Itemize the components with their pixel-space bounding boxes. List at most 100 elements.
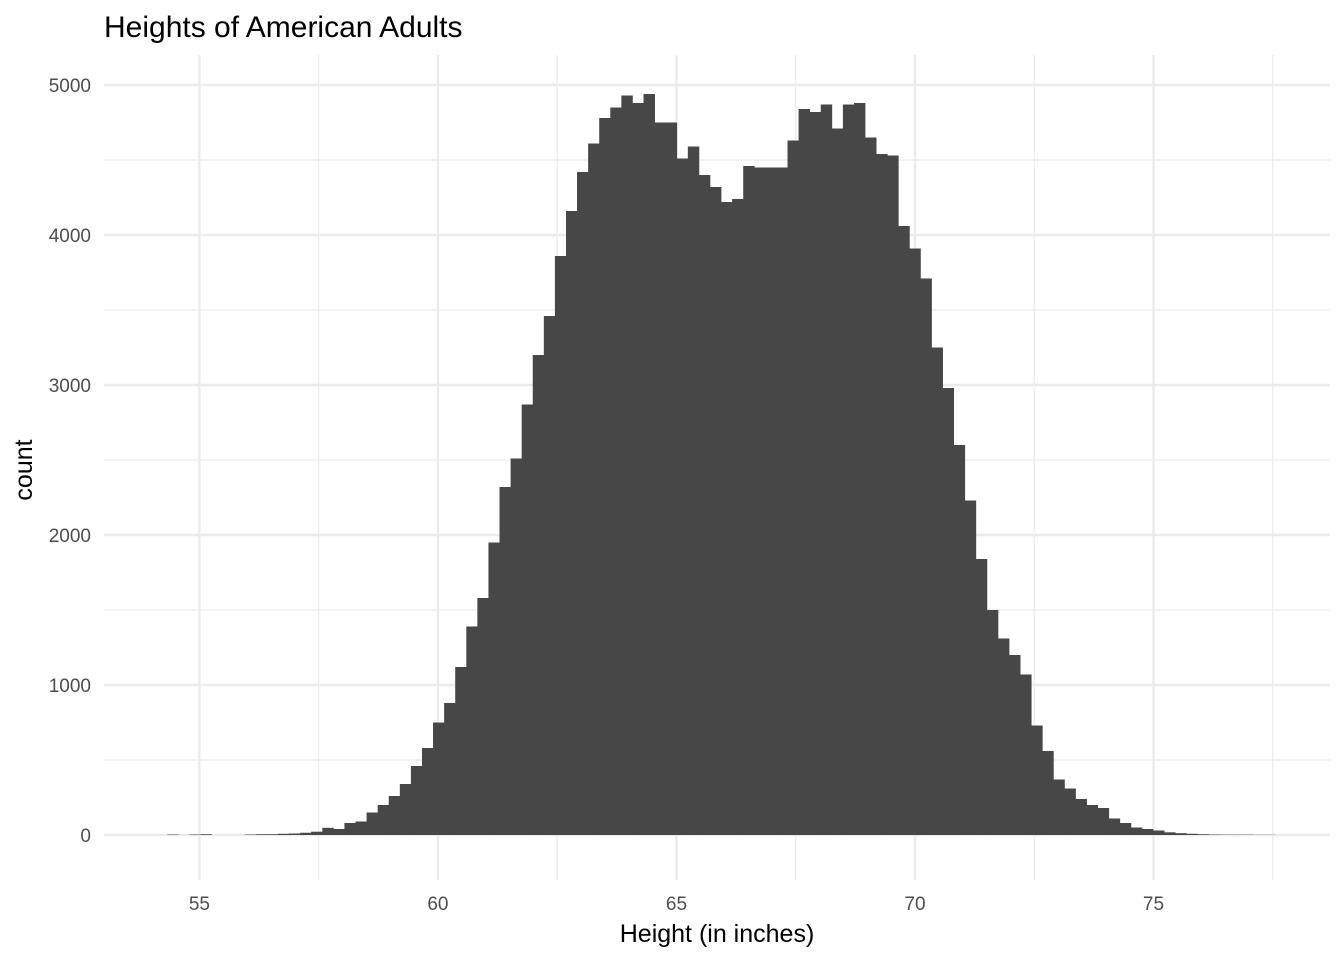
y-tick-label: 1000	[49, 676, 91, 697]
histogram-bar	[1042, 751, 1054, 835]
histogram-bar	[1053, 779, 1065, 835]
histogram-bar	[1175, 833, 1187, 835]
histogram-bar	[964, 500, 977, 835]
histogram-bar	[853, 103, 866, 835]
y-tick-label: 2000	[49, 526, 91, 547]
histogram-bar	[676, 158, 689, 835]
histogram-bar	[820, 104, 833, 835]
histogram-bar	[1009, 655, 1021, 835]
histogram-bar	[488, 542, 500, 835]
histogram-bar	[421, 748, 434, 835]
histogram-bar	[300, 832, 312, 835]
histogram-bar	[565, 211, 578, 835]
x-tick-label: 60	[427, 894, 448, 915]
histogram-bar	[200, 834, 212, 835]
histogram-bar	[266, 834, 279, 835]
histogram-bar	[721, 202, 733, 835]
histogram-bar	[1153, 830, 1165, 835]
histogram-bar	[377, 805, 390, 835]
histogram-bar	[1020, 674, 1032, 835]
histogram-bar	[887, 155, 899, 835]
histogram-bar	[665, 122, 678, 835]
histogram-bar	[388, 796, 401, 835]
histogram-bar	[975, 559, 988, 835]
histogram-bar	[898, 226, 910, 835]
histogram-bar	[355, 821, 367, 835]
histogram-bar	[621, 95, 633, 835]
y-tick-label: 0	[80, 826, 91, 847]
histogram-bar	[289, 833, 301, 835]
histogram-bar	[1075, 799, 1087, 835]
histogram-bars	[167, 94, 1276, 835]
histogram-bar	[920, 278, 932, 835]
histogram-bar	[1097, 808, 1110, 835]
histogram-bar	[543, 316, 556, 835]
histogram-bar	[809, 112, 822, 835]
y-axis-title: count	[10, 439, 38, 500]
histogram-bar	[953, 445, 966, 835]
histogram-bar	[942, 388, 955, 835]
histogram-bar	[654, 122, 667, 835]
x-tick-label: 70	[904, 894, 925, 915]
x-axis-title: Height (in inches)	[620, 920, 815, 948]
histogram-bar	[798, 109, 811, 835]
histogram-bar	[255, 834, 268, 835]
histogram-bar	[632, 103, 644, 835]
histogram-bar	[1197, 834, 1209, 835]
histogram-bar	[787, 140, 799, 835]
histogram-bar	[709, 187, 722, 835]
histogram-bar	[842, 104, 855, 835]
histogram-bar	[499, 487, 511, 835]
histogram-bar	[1186, 833, 1198, 835]
histogram-bar	[643, 94, 655, 835]
x-tick-label: 55	[189, 894, 210, 915]
histogram-bar	[599, 118, 611, 835]
histogram-bar	[444, 703, 456, 835]
histogram-bar	[466, 626, 478, 835]
histogram-bar	[366, 812, 379, 835]
y-tick-label: 5000	[49, 76, 91, 97]
histogram-bar	[776, 167, 788, 835]
histogram-bar	[344, 823, 356, 835]
histogram-bar	[931, 347, 943, 835]
histogram-bar	[1108, 818, 1121, 835]
histogram-bar	[986, 610, 999, 835]
histogram-bar	[743, 166, 755, 835]
y-tick-label: 3000	[49, 376, 91, 397]
histogram-bar	[1164, 832, 1176, 835]
histogram-bar	[997, 638, 1010, 835]
histogram-bar	[577, 172, 589, 835]
x-tick-label: 75	[1143, 894, 1164, 915]
x-tick-label: 65	[666, 894, 687, 915]
histogram-bar	[455, 667, 467, 835]
y-tick-label: 4000	[49, 226, 91, 247]
histogram-bar	[322, 827, 334, 835]
histogram-bar	[311, 831, 323, 835]
histogram-bar	[876, 154, 888, 835]
histogram-bar	[433, 722, 445, 835]
histogram-bar	[687, 146, 700, 835]
histogram-bar	[554, 256, 567, 835]
histogram-bar	[277, 833, 290, 835]
histogram-bar	[765, 167, 777, 835]
histogram-bar	[510, 458, 523, 835]
histogram-bar	[521, 404, 534, 835]
histogram-bar	[1086, 805, 1099, 835]
histogram-bar	[1119, 823, 1132, 835]
histogram-bar	[399, 784, 412, 835]
histogram-bar	[410, 766, 423, 835]
histogram-bar	[477, 598, 489, 835]
x-axis-tick-labels: 55 60 65 70 75	[189, 894, 1164, 915]
histogram-bar	[1031, 725, 1043, 835]
histogram-bar	[909, 248, 921, 835]
histogram-bar	[588, 143, 600, 835]
histogram-bar	[732, 199, 744, 835]
histogram-bar	[754, 167, 766, 835]
histogram-bar	[1064, 788, 1076, 835]
histogram-bar	[865, 137, 877, 835]
histogram-bar	[831, 128, 844, 835]
histogram-bar	[532, 355, 545, 835]
histogram-bar	[610, 107, 622, 835]
histogram-bar	[333, 829, 345, 835]
